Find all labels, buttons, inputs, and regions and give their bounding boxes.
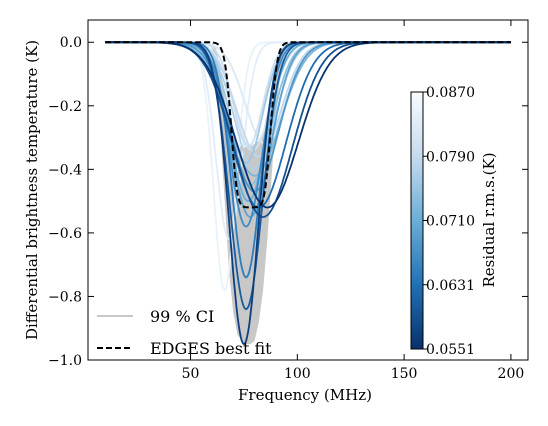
y-tick-label: −0.4	[48, 162, 82, 178]
legend: 99 % CI EDGES best fit	[97, 307, 272, 358]
y-tick-label: −1.0	[48, 353, 82, 369]
series-line	[105, 41, 511, 228]
plot-frame	[87, 19, 529, 361]
series-line	[105, 41, 511, 218]
series-line	[105, 41, 511, 218]
series-line	[105, 41, 511, 241]
colorbar-tick-label: 0.0790	[426, 149, 475, 165]
colorbar: 0.0870 0.0790 0.0710 0.0631 0.0551 Residual …	[410, 85, 498, 358]
colorbar-tick-label: 0.0551	[426, 342, 475, 358]
colorbar-tick-label: 0.0631	[426, 278, 475, 294]
y-axis-ticks: 0.0 −0.2 −0.4 −0.6 −0.8 −1.0	[48, 35, 528, 369]
colorbar-label: Residual r.m.s.(K)	[480, 152, 498, 287]
colorbar-tick-label: 0.0710	[426, 214, 475, 230]
colorbar-ticks: 0.0870 0.0790 0.0710 0.0631 0.0551	[423, 85, 475, 358]
x-tick-label: 100	[284, 366, 311, 382]
y-axis-label: Differential brightness temperature (K)	[23, 40, 41, 340]
colorbar-gradient	[410, 91, 424, 350]
series-line	[105, 41, 511, 164]
series-line	[105, 41, 511, 209]
y-tick-label: −0.2	[48, 99, 82, 115]
series-line	[105, 41, 511, 292]
x-tick-label: 200	[498, 366, 525, 382]
x-axis-label: Frequency (MHz)	[238, 386, 372, 404]
y-tick-label: −0.6	[48, 226, 82, 242]
x-axis-ticks: 50 100 150 200	[182, 20, 525, 382]
colorbar-tick-label: 0.0870	[426, 85, 475, 101]
y-tick-label: 0.0	[60, 35, 82, 51]
legend-ci-label: 99 % CI	[150, 307, 214, 326]
edges-best-fit-line	[105, 41, 511, 209]
series-line	[105, 41, 511, 311]
series-line	[105, 41, 511, 209]
series-line	[105, 41, 511, 193]
x-tick-label: 150	[391, 366, 418, 382]
legend-edges-label: EDGES best fit	[150, 339, 272, 358]
x-tick-label: 50	[182, 366, 200, 382]
series-line	[105, 41, 511, 203]
plot-area	[105, 41, 511, 346]
y-tick-label: −0.8	[48, 289, 82, 305]
